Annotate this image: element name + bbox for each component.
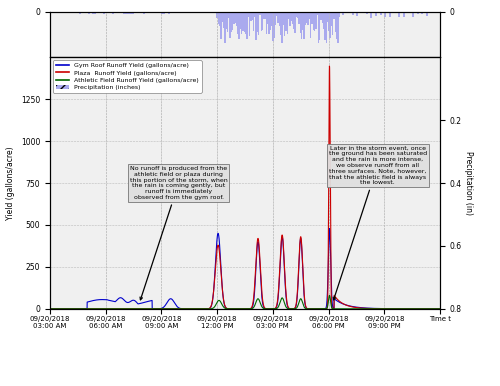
Text: Later in the storm event, once
the ground has been saturated
and the rain is mor: Later in the storm event, once the groun… bbox=[328, 146, 426, 300]
Text: No runoff is produced from the
athletic field or plaza during
this portion of th: No runoff is produced from the athletic … bbox=[130, 166, 228, 300]
Legend: Gym Roof Runoff Yield (gallons/acre), Plaza  Runoff Yield (gallons/acre), Athlet: Gym Roof Runoff Yield (gallons/acre), Pl… bbox=[53, 61, 202, 93]
Y-axis label: Yield (gallons/acre): Yield (gallons/acre) bbox=[6, 146, 16, 220]
Y-axis label: Precipitation (in): Precipitation (in) bbox=[464, 151, 473, 215]
